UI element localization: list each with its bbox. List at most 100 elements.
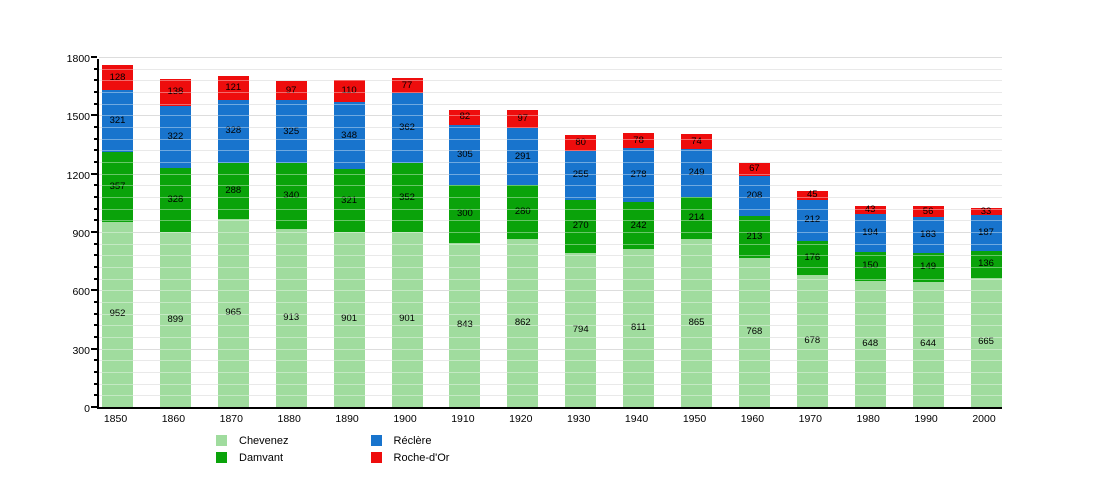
y-axis-minor-tick: [94, 91, 97, 93]
bar-segment-r-cl-re: 321: [102, 90, 133, 153]
y-axis-minor-tick: [94, 242, 97, 245]
legend: Chevenez Damvant Réclère Roche-d'Or: [216, 432, 449, 466]
bar-segment-damvant: 357: [102, 152, 133, 222]
bar-segment-damvant: 328: [159, 168, 191, 233]
bar-segment-damvant: 213: [738, 216, 770, 258]
value-label: 33: [980, 205, 992, 217]
y-axis-label: 1200: [66, 169, 90, 182]
y-axis-major-tick: [91, 56, 97, 58]
bar-segment-chevenez: 901: [391, 231, 423, 407]
gridline: [99, 360, 1002, 362]
bar-segment-r-cl-re: 305: [449, 125, 481, 185]
value-label: 321: [109, 115, 126, 127]
gridline-overlay: [99, 395, 1002, 397]
gridline: [99, 220, 1002, 222]
bar-segment-damvant: 280: [507, 184, 539, 240]
value-label: 913: [283, 312, 300, 324]
gridline-overlay: [99, 302, 1002, 303]
legend-swatch-damvant: [216, 452, 227, 463]
bar-segment-chevenez: 665: [970, 277, 1002, 407]
gridline: [99, 232, 1002, 233]
value-label: 862: [514, 317, 531, 329]
bar-segment-roche-d-or: 110: [333, 80, 365, 102]
gridline: [99, 337, 1002, 338]
legend-item-reclere: Réclère: [370, 432, 450, 449]
x-axis-label: 1940: [624, 413, 649, 425]
gridline-overlay: [99, 197, 1002, 198]
gridline-overlay: [99, 372, 1002, 373]
gridline-overlay: [99, 80, 1002, 82]
gridline-overlay: [99, 220, 1002, 222]
gridline: [99, 80, 1002, 82]
gridline: [99, 173, 1002, 175]
bar-segment-damvant: 321: [333, 169, 365, 232]
gridline-overlay: [99, 255, 1002, 257]
bar-segment-roche-d-or: 45: [796, 190, 828, 200]
value-label: 321: [341, 194, 358, 206]
bar-segment-roche-d-or: 43: [854, 204, 886, 214]
bar-segment-r-cl-re: 325: [275, 100, 307, 164]
bar-segment-damvant: 149: [912, 252, 944, 282]
value-label: 280: [514, 206, 531, 218]
y-axis-major-tick: [91, 172, 97, 175]
gridline: [99, 278, 1002, 280]
value-label: 322: [167, 131, 184, 143]
value-label: 291: [514, 150, 531, 162]
legend-label-chevenez: Chevenez: [239, 434, 289, 447]
value-label: 82: [459, 111, 471, 123]
value-label: 110: [341, 85, 357, 97]
x-axis-label: 1960: [740, 413, 765, 425]
gridline-overlay: [99, 185, 1002, 187]
x-axis-label: 1890: [335, 413, 359, 425]
gridline-overlay: [99, 68, 1002, 70]
bar-segment-damvant: 242: [623, 202, 655, 250]
bar-segment-roche-d-or: 138: [159, 78, 191, 106]
value-label: 794: [572, 323, 589, 335]
y-axis-major-tick: [91, 231, 97, 233]
x-axis-label: 1950: [682, 413, 707, 425]
value-label: 56: [922, 205, 934, 217]
bar-segment-roche-d-or: 82: [449, 109, 481, 126]
y-axis-major-tick: [91, 289, 97, 292]
gridline-overlay: [99, 138, 1002, 140]
y-axis-minor-tick: [94, 312, 97, 315]
bar-segment-roche-d-or: 77: [391, 78, 423, 93]
value-label: 249: [688, 167, 705, 178]
legend-item-chevenez: Chevenez: [216, 432, 289, 449]
bar-segment-chevenez: 644: [912, 281, 944, 407]
value-label: 348: [341, 129, 358, 141]
value-label: 77: [401, 79, 413, 91]
value-label: 328: [167, 194, 184, 206]
bar-segment-r-cl-re: 328: [217, 99, 249, 164]
bar-segment-r-cl-re: 208: [738, 175, 770, 217]
bar-segment-r-cl-re: 249: [681, 148, 712, 198]
y-axis-minor-tick: [94, 371, 97, 373]
y-axis-minor-tick: [94, 102, 97, 105]
bar-segment-damvant: 352: [391, 163, 423, 232]
value-label: 325: [283, 125, 300, 137]
gridline: [99, 127, 1002, 128]
value-label: 187: [978, 227, 994, 239]
gridline-overlay: [99, 162, 1002, 163]
bar-segment-r-cl-re: 348: [333, 101, 365, 170]
x-axis-label: 1900: [393, 413, 417, 425]
value-label: 97: [285, 84, 297, 96]
value-label: 78: [633, 134, 644, 146]
y-axis-minor-tick: [94, 149, 97, 152]
gridline: [99, 197, 1002, 198]
gridline: [99, 383, 1002, 385]
y-axis-label: 1800: [66, 53, 90, 65]
gridline-overlay: [99, 313, 1002, 315]
legend-item-damvant: Damvant: [216, 449, 289, 466]
gridline-overlay: [99, 337, 1002, 338]
bar-segment-chevenez: 794: [565, 252, 597, 407]
y-axis-minor-tick: [94, 266, 97, 268]
gridline: [99, 208, 1002, 210]
value-label: 288: [225, 185, 242, 197]
gridline-overlay: [99, 150, 1002, 152]
legend-label-damvant: Damvant: [239, 451, 284, 464]
x-axis-label: 1980: [856, 413, 880, 425]
value-label: 121: [225, 81, 242, 93]
y-axis-minor-tick: [94, 196, 97, 198]
value-label: 901: [341, 313, 358, 325]
